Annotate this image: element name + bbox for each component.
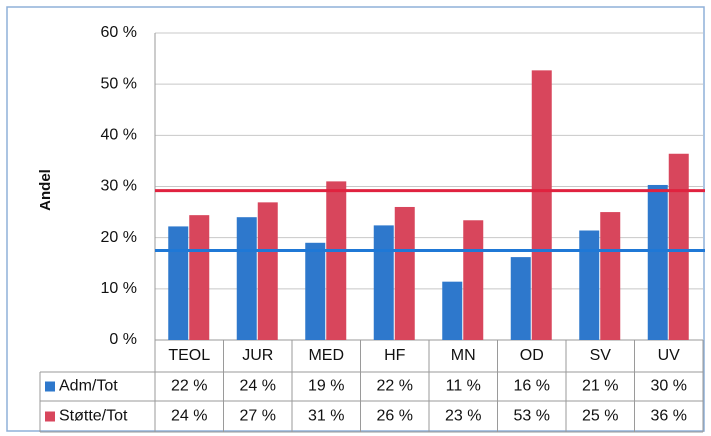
legend-label: Støtte/Tot [59, 408, 128, 425]
bar [579, 230, 600, 340]
bar [168, 226, 189, 340]
y-tick-label: 0 % [109, 331, 137, 348]
value-label: 25 % [582, 408, 618, 425]
legend-swatch [45, 381, 55, 392]
value-label: 24 % [240, 378, 276, 395]
bar [326, 181, 347, 340]
category-label: SV [590, 347, 612, 364]
category-label: JUR [242, 347, 273, 364]
y-tick-label: 60 % [101, 24, 137, 41]
y-axis-label: Andel [37, 169, 54, 211]
bar [531, 70, 552, 340]
category-label: HF [384, 347, 406, 364]
bar [442, 281, 463, 340]
category-label: MED [308, 347, 344, 364]
category-label: UV [658, 347, 681, 364]
value-label: 53 % [514, 408, 550, 425]
value-label: 22 % [377, 378, 413, 395]
category-label: MN [451, 347, 476, 364]
bar [236, 217, 257, 340]
y-tick-label: 10 % [101, 280, 137, 297]
legend-label: Adm/Tot [59, 378, 118, 395]
y-tick-label: 20 % [101, 229, 137, 246]
value-label: 11 % [446, 378, 481, 395]
bar [668, 153, 689, 340]
category-label: TEOL [168, 347, 210, 364]
value-label: 30 % [651, 378, 687, 395]
value-label: 16 % [514, 378, 550, 395]
category-label: OD [520, 347, 544, 364]
value-label: 21 % [582, 378, 618, 395]
value-label: 19 % [308, 378, 344, 395]
bar [373, 225, 394, 340]
legend-swatch [45, 411, 55, 422]
bar [647, 184, 668, 340]
value-label: 22 % [171, 378, 207, 395]
chart-frame [6, 6, 705, 432]
bar [189, 215, 210, 340]
bar [463, 220, 484, 340]
value-label: 24 % [171, 408, 207, 425]
value-label: 27 % [240, 408, 276, 425]
bar [305, 242, 326, 340]
value-label: 26 % [377, 408, 413, 425]
value-label: 31 % [308, 408, 344, 425]
y-tick-label: 40 % [101, 127, 137, 144]
bar [510, 257, 531, 340]
value-label: 23 % [445, 408, 481, 425]
bar [394, 206, 415, 340]
bar [257, 202, 278, 340]
bar [600, 212, 621, 340]
y-tick-label: 50 % [101, 75, 137, 92]
value-label: 36 % [651, 408, 687, 425]
y-tick-label: 30 % [101, 178, 137, 195]
